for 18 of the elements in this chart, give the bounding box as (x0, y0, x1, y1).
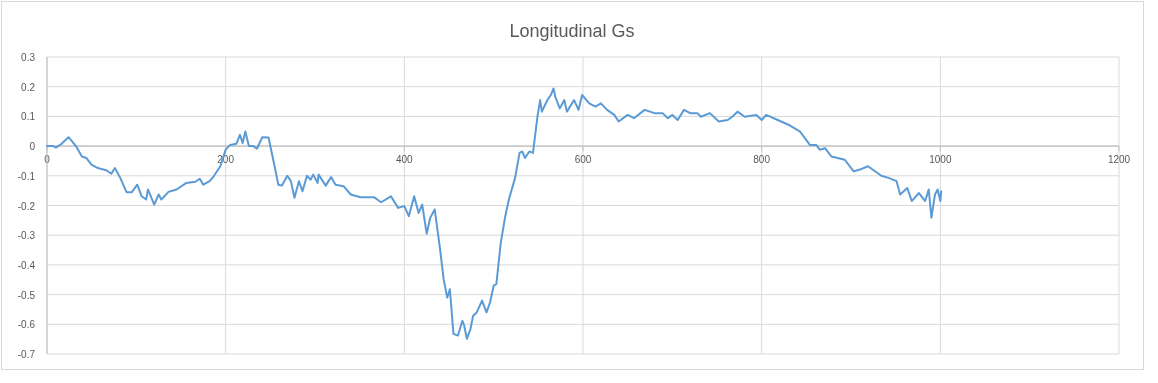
y-tick-label: 0.3 (21, 52, 36, 63)
chart-title: Longitudinal Gs (509, 21, 635, 41)
x-tick-label: 400 (395, 154, 414, 166)
x-tick-label: 1000 (929, 154, 952, 166)
x-tick-label: 0 (44, 154, 51, 166)
x-tick-label: 1200 (1107, 154, 1131, 166)
x-tick-label: 800 (753, 154, 771, 166)
y-tick-label: -0.7 (17, 349, 36, 360)
y-tick-label: 0.1 (21, 111, 36, 123)
y-tick-label: -0.4 (17, 259, 36, 271)
y-tick-label: -0.2 (17, 200, 36, 212)
y-tick-label: 0 (29, 141, 36, 153)
x-tick-label: 600 (574, 154, 592, 166)
y-tick-label: -0.1 (17, 170, 36, 182)
y-tick-label: -0.6 (17, 319, 36, 331)
y-tick-label: -0.5 (17, 289, 36, 301)
y-tick-label: -0.3 (17, 230, 36, 242)
y-tick-label: 0.2 (21, 81, 36, 93)
